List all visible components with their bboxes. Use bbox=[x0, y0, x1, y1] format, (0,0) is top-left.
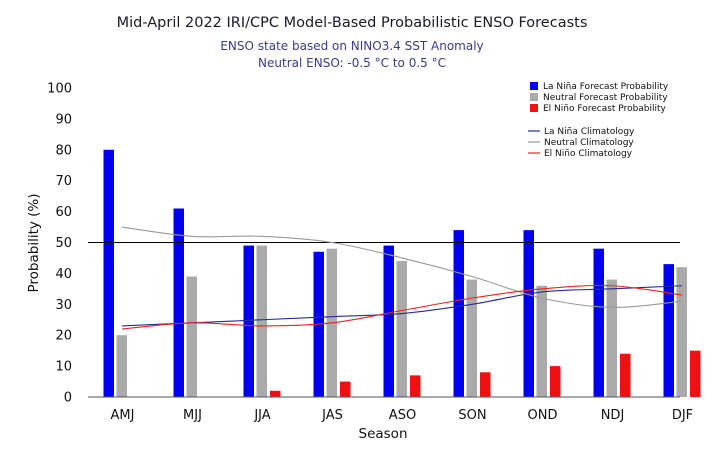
y-tick-label: 30 bbox=[55, 298, 72, 313]
legend-swatch-neutral bbox=[530, 93, 538, 101]
x-tick-label: NDJ bbox=[601, 408, 625, 423]
y-tick-label: 90 bbox=[55, 112, 72, 127]
el-nino-climatology-line bbox=[121, 284, 683, 330]
bar-neutral bbox=[186, 276, 197, 397]
legend-label: El Niño Forecast Probability bbox=[543, 104, 667, 114]
bar-neutral bbox=[536, 285, 547, 397]
x-tick-label: OND bbox=[528, 408, 558, 423]
x-axis-label: Season bbox=[359, 426, 408, 442]
bar-el-nino bbox=[410, 375, 421, 397]
bar-la-nina bbox=[663, 264, 674, 397]
y-tick-label: 100 bbox=[47, 82, 72, 97]
bar-la-nina bbox=[593, 248, 604, 397]
bar-el-nino bbox=[270, 390, 281, 397]
bar-neutral bbox=[256, 245, 267, 397]
bar-la-nina bbox=[173, 208, 184, 397]
x-tick-label: JJA bbox=[253, 408, 270, 423]
climatology-lines bbox=[121, 226, 683, 330]
bar-la-nina bbox=[383, 245, 394, 397]
bar-el-nino bbox=[550, 366, 561, 397]
bar-neutral bbox=[466, 279, 477, 397]
bar-neutral bbox=[606, 279, 617, 397]
y-tick-label: 80 bbox=[55, 143, 72, 158]
bar-la-nina bbox=[523, 230, 534, 397]
legend-swatch-la-nina bbox=[530, 82, 538, 90]
bar-la-nina bbox=[243, 245, 254, 397]
x-tick-label: DJF bbox=[672, 408, 693, 423]
bar-el-nino bbox=[620, 353, 631, 397]
chart-subtitle-line-2: Neutral ENSO: -0.5 °C to 0.5 °C bbox=[258, 56, 446, 70]
y-axis-label: Probability (%) bbox=[26, 193, 42, 292]
y-tick-label: 40 bbox=[55, 267, 72, 282]
bar-series bbox=[103, 149, 701, 397]
y-tick-label: 70 bbox=[55, 174, 72, 189]
y-tick-label: 60 bbox=[55, 205, 72, 220]
x-tick-label: MJJ bbox=[183, 408, 202, 423]
y-tick-label: 50 bbox=[55, 236, 72, 251]
bar-neutral bbox=[396, 261, 407, 397]
x-tick-label: ASO bbox=[389, 408, 416, 423]
bar-el-nino bbox=[480, 372, 491, 397]
y-tick-label: 0 bbox=[64, 391, 72, 406]
legend-label: La Niña Forecast Probability bbox=[543, 82, 669, 92]
legend-label: Neutral Climatology bbox=[544, 138, 634, 148]
chart-subtitle-line-1: ENSO state based on NINO3.4 SST Anomaly bbox=[220, 39, 483, 53]
legend-label: El Niño Climatology bbox=[544, 149, 633, 159]
legend-swatch-el-nino bbox=[530, 104, 538, 112]
bar-el-nino bbox=[340, 381, 351, 397]
legend-label: Neutral Forecast Probability bbox=[543, 93, 668, 103]
x-tick-label: SON bbox=[458, 408, 486, 423]
bar-el-nino bbox=[690, 350, 701, 397]
neutral-climatology-line bbox=[121, 226, 683, 308]
bar-la-nina bbox=[453, 230, 464, 397]
x-axis-ticks: AMJ MJJ JJA JAS ASO SON OND NDJ DJF bbox=[111, 408, 694, 423]
bar-neutral bbox=[676, 267, 687, 397]
legend-label: La Niña Climatology bbox=[544, 127, 635, 137]
y-tick-label: 10 bbox=[55, 360, 72, 375]
x-tick-label: AMJ bbox=[111, 408, 135, 423]
x-tick-label: JAS bbox=[321, 408, 343, 423]
y-tick-label: 20 bbox=[55, 329, 72, 344]
bar-la-nina bbox=[103, 149, 114, 397]
la-nina-climatology-line bbox=[121, 285, 683, 327]
bar-neutral bbox=[116, 335, 127, 397]
y-axis-ticks: 0 10 20 30 40 50 60 70 80 90 100 bbox=[47, 82, 72, 406]
chart-title: Mid-April 2022 IRI/CPC Model-Based Proba… bbox=[117, 15, 588, 31]
